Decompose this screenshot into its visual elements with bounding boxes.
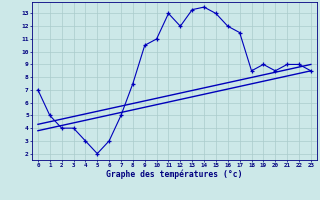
X-axis label: Graphe des températures (°c): Graphe des températures (°c) bbox=[106, 170, 243, 179]
